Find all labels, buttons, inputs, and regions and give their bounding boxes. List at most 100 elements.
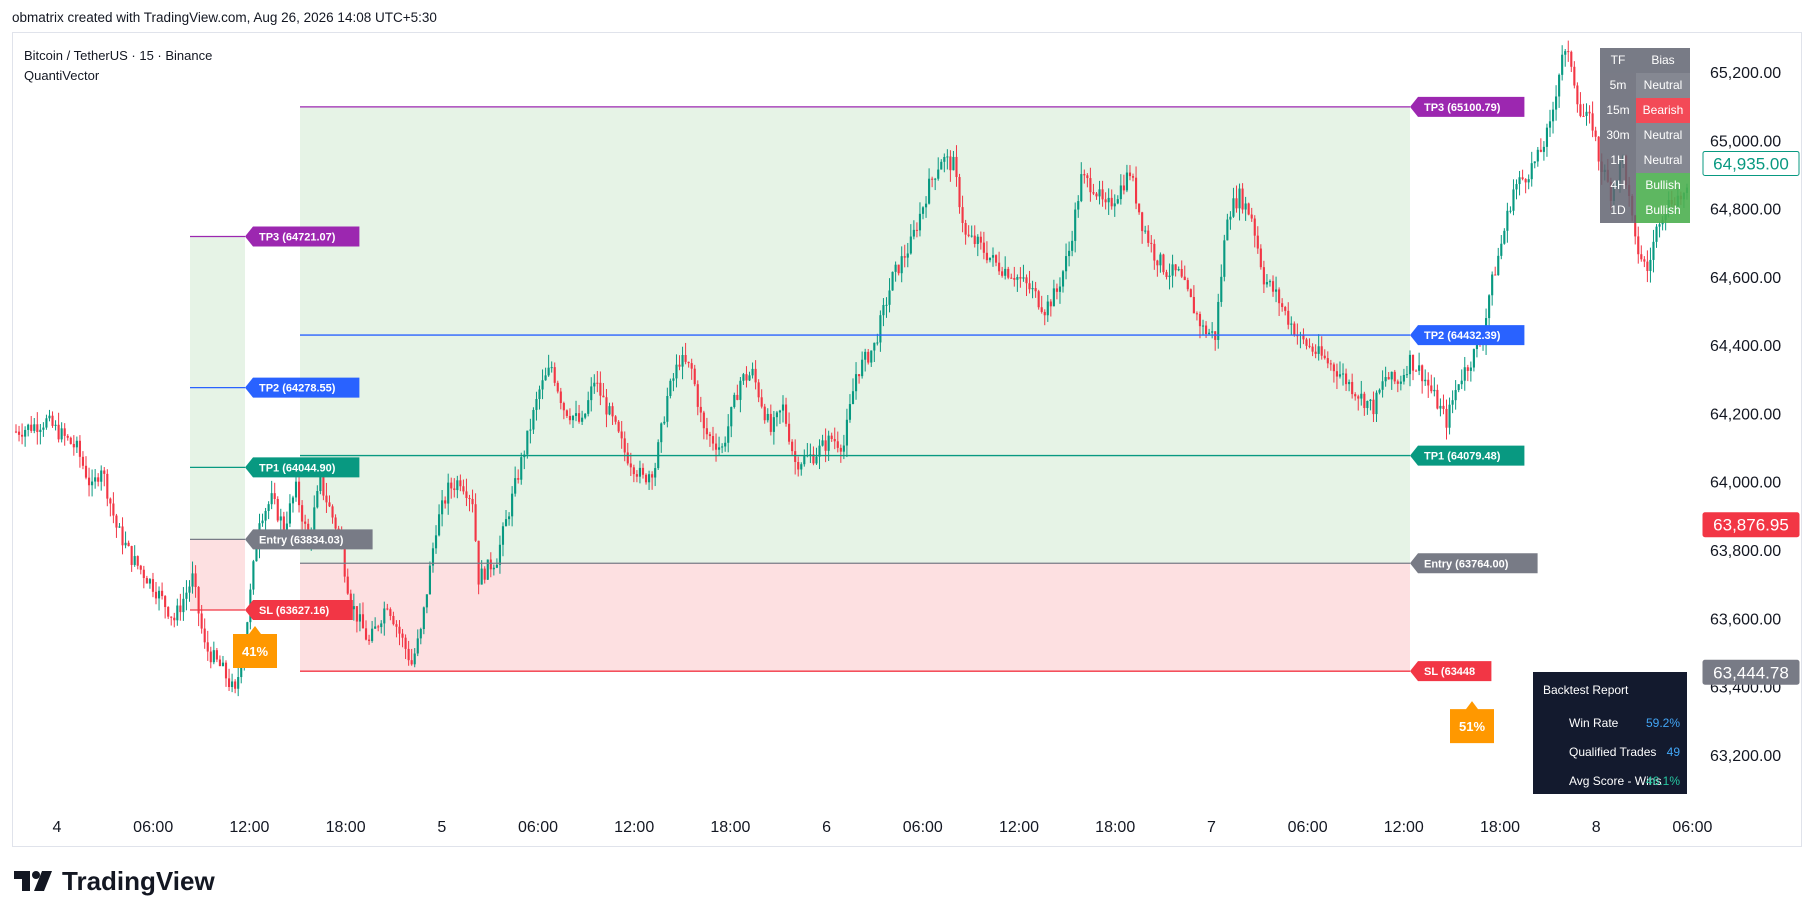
sl-label-2: SL (63448 (1424, 666, 1475, 678)
candle-body (91, 481, 94, 486)
candle-body (1278, 289, 1281, 304)
candle-body (209, 651, 212, 663)
candle-body (1195, 313, 1198, 315)
candle-body (1454, 390, 1457, 401)
candle-body (1174, 264, 1177, 271)
symbol-title[interactable]: Bitcoin / TetherUS · 15 · Binance (24, 48, 213, 63)
candle-body (157, 590, 161, 599)
candle-body (1256, 235, 1259, 249)
candle-body (291, 497, 295, 504)
candle-body (864, 351, 867, 360)
candle-body (1418, 365, 1421, 371)
candle-body (392, 615, 395, 625)
candle-body (1287, 310, 1290, 325)
candle-body (1064, 256, 1068, 272)
candle-body (313, 507, 316, 533)
candle-body (1034, 288, 1037, 292)
candle-body (638, 467, 642, 477)
candle-body (1074, 209, 1077, 241)
sl-label-1: SL (63627.16) (259, 605, 329, 617)
candle-body (1101, 189, 1104, 200)
candle-body (328, 502, 331, 507)
candle-body (447, 482, 450, 504)
candle-body (1238, 188, 1241, 209)
candle-body (1463, 367, 1466, 381)
tradingview-logo[interactable]: TradingView (14, 866, 215, 897)
candle-body (215, 650, 218, 660)
candle-body (800, 464, 803, 470)
candle-body (663, 421, 666, 424)
candle-body (103, 470, 106, 474)
candle-body (1348, 381, 1351, 385)
candle-body (185, 592, 188, 599)
candle-body (1098, 189, 1101, 197)
candle-body (1004, 268, 1007, 276)
candle-body (1241, 188, 1244, 210)
candle-body (994, 255, 998, 263)
bias-row-tf-cell (1600, 173, 1636, 198)
candle-body (958, 177, 961, 208)
candle-body (718, 447, 721, 450)
candle-body (78, 440, 81, 457)
candle-body (1524, 179, 1527, 183)
candle-body (760, 397, 763, 407)
candle-body (1320, 346, 1323, 356)
candle-body (355, 606, 358, 622)
candle-body (221, 662, 225, 667)
candle-body (763, 406, 766, 421)
candle-body (1165, 272, 1168, 277)
candle-body (151, 579, 155, 592)
candle-body (27, 424, 30, 430)
candle-body (1204, 325, 1208, 335)
candle-body (380, 623, 383, 628)
candle-body (1509, 210, 1512, 212)
bias-row-value-cell (1636, 173, 1690, 198)
price-tag-gray[interactable] (1702, 659, 1800, 685)
bias-row-value-cell (1636, 98, 1690, 123)
candle-body (1637, 236, 1640, 255)
candle-body (535, 398, 538, 410)
candle-body (325, 495, 328, 503)
candle-body (727, 426, 730, 443)
candle-body (255, 547, 258, 562)
backtest-report-title: Backtest Report (1543, 683, 1629, 697)
candle-body (456, 480, 459, 491)
candle-body (72, 443, 75, 448)
y-axis-tick: 63,800.00 (1710, 543, 1781, 560)
candle-body (940, 161, 943, 170)
candle-body (319, 476, 322, 492)
candle-body (81, 456, 85, 466)
candle-body (191, 573, 194, 587)
candle-body (1372, 399, 1375, 415)
candle-body (109, 498, 112, 504)
candle-body (386, 608, 389, 610)
candle-body (1010, 277, 1013, 279)
candle-body (395, 624, 398, 627)
candle-body (465, 491, 468, 499)
candle-body (1411, 354, 1415, 371)
candle-body (1351, 381, 1354, 395)
candle-body (541, 380, 544, 390)
candle-body (921, 207, 925, 214)
candle-body (1235, 198, 1238, 209)
candle-body (1244, 203, 1247, 210)
candle-body (1013, 278, 1016, 280)
candle-body (578, 413, 581, 422)
candle-body (1634, 215, 1637, 237)
price-tag-red[interactable] (1702, 512, 1800, 538)
candle-body (1226, 219, 1229, 241)
candle-body (130, 546, 133, 565)
indicator-name[interactable]: QuantiVector (24, 68, 100, 83)
candle-body (462, 486, 465, 492)
x-axis-tick: 12:00 (1384, 819, 1424, 836)
candle-body (1427, 379, 1430, 386)
price-tag-current[interactable] (1702, 150, 1800, 176)
candle-body (988, 257, 992, 261)
candle-body (1180, 269, 1183, 277)
score-badge-label-1: 41% (242, 644, 268, 659)
candle-body (778, 410, 782, 413)
candle-body (769, 413, 772, 432)
candle-body (1253, 218, 1256, 236)
backtest-row-label: Qualified Trades (1569, 745, 1656, 759)
